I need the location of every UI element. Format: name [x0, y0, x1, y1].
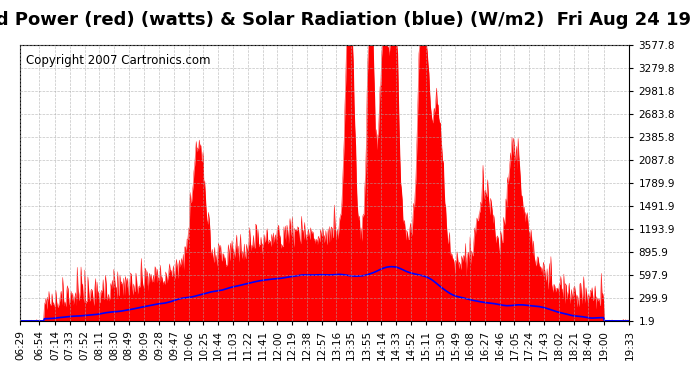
- Text: Copyright 2007 Cartronics.com: Copyright 2007 Cartronics.com: [26, 54, 210, 66]
- Text: Grid Power (red) (watts) & Solar Radiation (blue) (W/m2)  Fri Aug 24 19:35: Grid Power (red) (watts) & Solar Radiati…: [0, 11, 690, 29]
